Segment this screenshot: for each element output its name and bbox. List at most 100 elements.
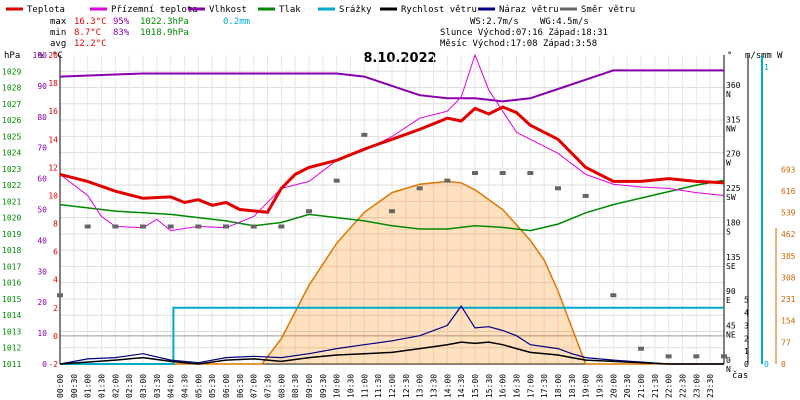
tick-label-time: 18:00 xyxy=(554,374,563,398)
axis-unit-temp: °C xyxy=(52,51,63,61)
tick-label-dir-name: W xyxy=(726,159,731,168)
legend-label: Vlhkost xyxy=(209,5,247,15)
min-label: min xyxy=(50,28,66,38)
tick-label-time: 17:00 xyxy=(526,374,535,398)
tick-label-time: 10:00 xyxy=(333,374,342,398)
wind-dir-point xyxy=(84,224,91,229)
tick-label-hpa: 1025 xyxy=(2,132,21,141)
tick-label-ms: 3 xyxy=(744,321,749,330)
wind-dir-point xyxy=(389,209,395,214)
tick-label-hpa: 1013 xyxy=(2,327,21,336)
tick-label-time: 23:00 xyxy=(692,374,701,398)
tick-label-time: 00:00 xyxy=(56,374,65,398)
tick-label-w: 77 xyxy=(781,338,791,347)
tick-label-time: 05:30 xyxy=(208,374,217,398)
wind-speed-avg: WS:2.7m/s xyxy=(470,17,519,27)
tick-label-pct: 30 xyxy=(37,267,47,276)
axes: hPa% °C1011101210131014101510161017101810… xyxy=(2,51,796,398)
tick-label-time: 03:00 xyxy=(139,374,148,398)
tick-label-temp: 20 xyxy=(48,51,58,60)
wind-dir-point xyxy=(638,346,644,351)
series-temperature xyxy=(59,105,725,214)
tick-label-dir: 45 xyxy=(726,322,736,331)
rain-total: 0.2mm xyxy=(223,17,250,27)
tick-label-time: 02:00 xyxy=(111,374,120,398)
tick-label-time: 05:00 xyxy=(194,374,203,398)
wind-dir-point xyxy=(499,171,506,176)
wind-dir-point xyxy=(721,354,727,359)
tick-label-time: 19:00 xyxy=(582,374,591,398)
tick-label-hpa: 1021 xyxy=(2,197,21,206)
tick-label-pct: 0 xyxy=(42,360,47,369)
tick-label-time: 07:30 xyxy=(264,374,273,398)
tick-label-dir-name: SW xyxy=(726,193,736,202)
tick-label-temp: 14 xyxy=(48,135,58,144)
tick-label-time: 21:30 xyxy=(651,374,660,398)
tick-label-hpa: 1026 xyxy=(2,116,21,125)
tick-label-w: 154 xyxy=(781,317,796,326)
series-ground-temp xyxy=(59,53,725,232)
tick-label-w: 308 xyxy=(781,273,796,282)
tick-label-time: 08:30 xyxy=(291,374,300,398)
series-rain xyxy=(60,306,724,365)
legend-label: Směr větru xyxy=(581,5,635,15)
tick-label-temp: 18 xyxy=(48,79,58,88)
tick-label-time: 01:30 xyxy=(98,374,107,398)
legend-label: Teplota xyxy=(27,5,65,15)
tick-label-time: 02:30 xyxy=(125,374,134,398)
tick-label-time: 10:30 xyxy=(347,374,356,398)
moon-times: Měsíc Východ:17:08 Západ:3:58 xyxy=(440,39,597,49)
tick-label-hpa: 1023 xyxy=(2,165,21,174)
max-label: max xyxy=(50,17,67,27)
tick-label-time: 00:30 xyxy=(70,374,79,398)
tick-label-dir-name: NE xyxy=(726,331,736,340)
avg-label: avg xyxy=(50,39,66,49)
axis-unit-w: W xyxy=(777,51,783,61)
tick-label-time: 12:00 xyxy=(388,374,397,398)
tick-label-temp: 12 xyxy=(48,163,58,172)
legend-label: Přízemní teplota xyxy=(111,5,198,15)
min-pressure: 1018.9hPa xyxy=(140,28,189,38)
tick-label-ms: 0 xyxy=(744,360,749,369)
legend: Teplota Přízemní teplota Vlhkost Tlak Srážky… xyxy=(6,5,635,15)
tick-label-temp: 2 xyxy=(53,304,58,313)
tick-label-dir: 0 xyxy=(726,356,731,365)
wind-dir-point xyxy=(167,224,174,229)
solar-area xyxy=(60,181,724,364)
min-humidity: 83% xyxy=(113,28,130,38)
tick-label-mm: 0 xyxy=(764,360,769,369)
tick-label-time: 04:30 xyxy=(181,374,190,398)
wind-dir-point xyxy=(555,186,561,191)
tick-label-temp: 10 xyxy=(48,191,58,200)
legend-label: Srážky xyxy=(339,5,372,15)
tick-label-dir-name: NW xyxy=(726,124,736,133)
tick-label-time: 23:30 xyxy=(706,374,715,398)
tick-label-dir-name: E xyxy=(726,296,731,305)
tick-label-time: 06:30 xyxy=(236,374,245,398)
tick-label-time: 14:30 xyxy=(457,374,466,398)
legend-label: Náraz větru xyxy=(499,5,559,15)
wind-dir-point xyxy=(472,171,478,176)
tick-label-time: 21:00 xyxy=(637,374,646,398)
tick-label-time: 11:30 xyxy=(374,374,383,398)
tick-label-ms: 2 xyxy=(744,334,749,343)
tick-label-hpa: 1024 xyxy=(2,149,21,158)
tick-label-time: 08:00 xyxy=(277,374,286,398)
wind-dir-point xyxy=(665,354,672,359)
tick-label-pct: 60 xyxy=(37,175,47,184)
tick-label-time: 15:00 xyxy=(471,374,480,398)
wind-dir-point xyxy=(693,354,700,359)
tick-label-temp: -2 xyxy=(48,360,58,369)
tick-label-time: 16:00 xyxy=(499,374,508,398)
tick-label-time: 13:30 xyxy=(430,374,439,398)
tick-label-time: 07:00 xyxy=(250,374,259,398)
wind-dir-point xyxy=(610,293,617,298)
tick-label-hpa: 1028 xyxy=(2,84,21,93)
tick-label-w: 0 xyxy=(781,360,786,369)
tick-label-time: 03:30 xyxy=(153,374,162,398)
wind-dir-point xyxy=(278,224,285,229)
tick-label-hpa: 1018 xyxy=(2,246,21,255)
tick-label-pct: 80 xyxy=(37,113,47,122)
legend-label: Tlak xyxy=(279,5,301,15)
tick-label-temp: 6 xyxy=(53,248,58,257)
